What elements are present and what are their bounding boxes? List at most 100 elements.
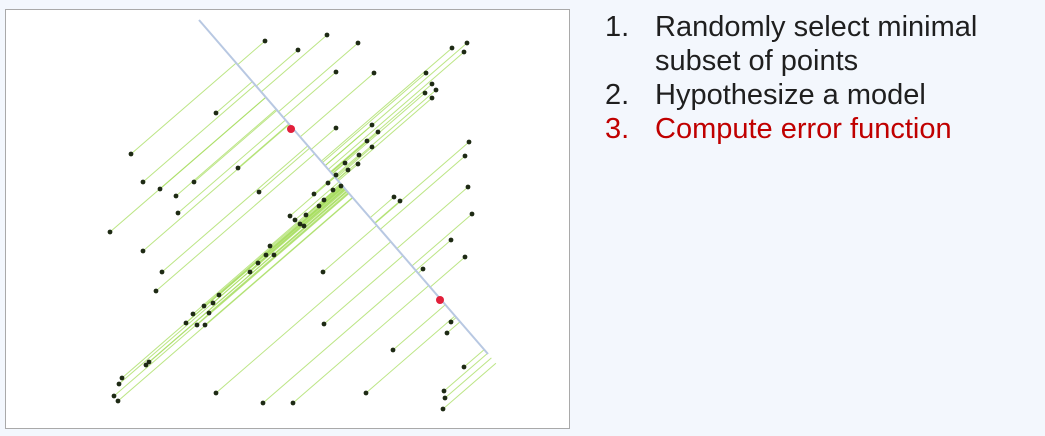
residual-line: [292, 285, 430, 404]
data-point: [324, 32, 330, 38]
data-point: [369, 144, 375, 150]
data-point: [397, 198, 403, 204]
data-point: [316, 203, 322, 209]
residual-line: [155, 153, 316, 292]
data-point: [295, 47, 301, 53]
residual-line: [323, 255, 404, 325]
data-point: [263, 252, 269, 258]
residual-line: [324, 124, 373, 166]
residual-line: [249, 188, 346, 273]
data-point: [355, 40, 361, 46]
data-point: [441, 388, 447, 394]
data-point: [440, 406, 446, 412]
data-point: [111, 393, 117, 399]
residual-line: [255, 49, 299, 87]
residual-line: [208, 192, 349, 314]
residual-line: [193, 109, 278, 183]
data-point: [115, 398, 121, 404]
residual-line: [333, 154, 360, 177]
data-point: [159, 269, 165, 275]
residual-line: [365, 315, 456, 394]
data-point: [260, 400, 266, 406]
residual-line: [334, 89, 437, 178]
residual-line: [379, 155, 466, 230]
data-point: [190, 311, 196, 317]
data-point: [235, 165, 241, 171]
data-point: [173, 193, 179, 199]
data-point: [297, 221, 303, 227]
data-point: [391, 194, 397, 200]
step-3: 3. Compute error function: [605, 112, 1040, 146]
residual-line: [109, 96, 267, 233]
data-point: [153, 288, 159, 294]
sampled-point: [436, 296, 444, 304]
residual-line: [444, 357, 492, 399]
data-point: [465, 184, 471, 190]
residual-line: [117, 197, 354, 402]
data-point: [429, 81, 435, 87]
residual-line: [177, 119, 286, 214]
residual-line: [337, 163, 359, 182]
residual-line: [215, 81, 253, 114]
residual-line: [203, 185, 344, 307]
ransac-figure: [5, 9, 570, 429]
step-1-text: Randomly select minimal subset of points: [655, 11, 978, 77]
sampled-point: [287, 125, 295, 133]
step-2: 2. Hypothesize a model: [605, 78, 1040, 112]
data-point: [462, 254, 468, 260]
residual-line: [196, 193, 350, 326]
model-line: [198, 19, 489, 355]
residual-line: [258, 147, 311, 193]
residual-line: [278, 42, 359, 113]
residual-line: [442, 362, 497, 410]
data-point: [423, 70, 429, 76]
residual-line: [330, 83, 433, 173]
residual-line: [411, 213, 473, 267]
sampled-points: [287, 125, 444, 304]
data-point: [116, 381, 122, 387]
data-point: [466, 139, 472, 145]
residual-line: [369, 196, 395, 219]
data-point: [146, 359, 152, 365]
residual-line: [121, 186, 344, 379]
data-point: [369, 122, 375, 128]
residual-line: [335, 146, 373, 179]
residual-line: [429, 256, 466, 288]
data-point: [290, 400, 296, 406]
data-point: [371, 70, 377, 76]
data-point: [461, 49, 467, 55]
data-point: [390, 347, 396, 353]
data-point: [363, 390, 369, 396]
residual-line: [374, 141, 470, 224]
data-point: [355, 161, 361, 167]
data-point: [345, 167, 351, 173]
data-point: [448, 237, 454, 243]
data-point: [338, 183, 344, 189]
data-point: [301, 223, 307, 229]
residual-line: [392, 304, 446, 351]
residual-line: [118, 188, 346, 385]
data-point: [292, 217, 298, 223]
data-point: [333, 69, 339, 75]
data-point: [267, 243, 273, 249]
residual-line: [415, 239, 452, 271]
data-point: [311, 191, 317, 197]
residual-line: [113, 192, 350, 397]
data-point: [213, 110, 219, 116]
data-point: [444, 330, 450, 336]
step-1: 1. Randomly select minimal subset of poi…: [605, 10, 1040, 78]
data-point: [448, 319, 454, 325]
data-point: [128, 151, 134, 157]
data-point: [202, 322, 208, 328]
step-1-number: 1.: [605, 11, 630, 43]
data-point: [247, 269, 253, 275]
residual-line: [374, 200, 401, 224]
residual-line: [322, 72, 427, 163]
step-2-number: 2.: [605, 79, 630, 111]
data-point: [287, 213, 293, 219]
data-point: [157, 186, 163, 192]
data-point: [303, 212, 309, 218]
data-point: [469, 211, 475, 217]
data-point: [333, 172, 339, 178]
data-point: [375, 129, 381, 135]
